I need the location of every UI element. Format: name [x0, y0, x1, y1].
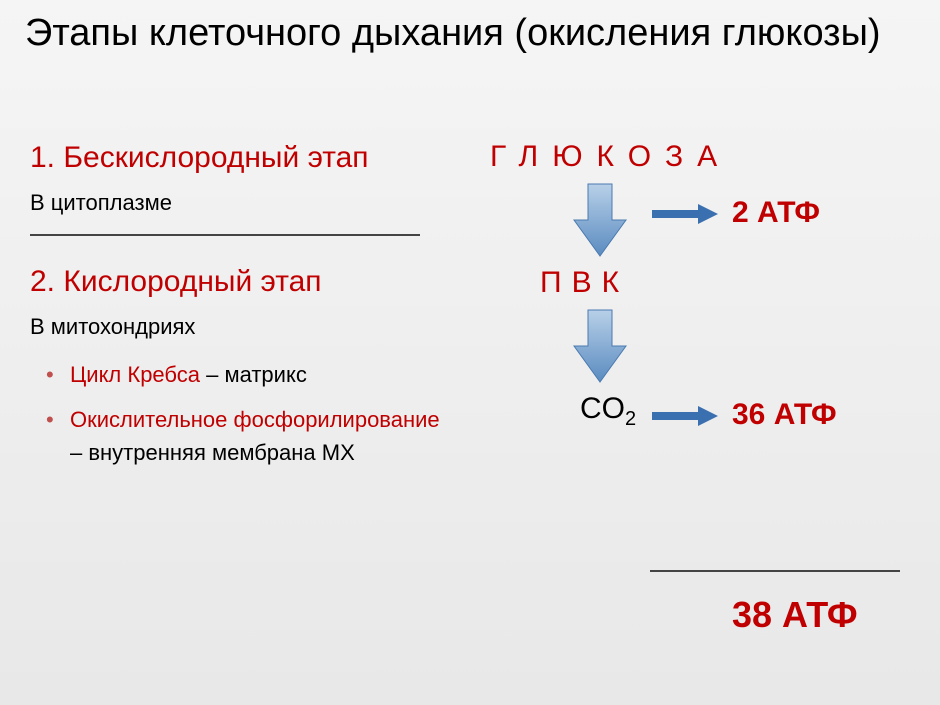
stage1-heading: 1. Бескислородный этап: [30, 140, 450, 176]
divider: [30, 234, 420, 236]
atp-2: 36 АТФ: [732, 398, 837, 432]
flow-glucose: ГЛЮКОЗА: [490, 140, 910, 174]
bullet-2-bold: Окислительное фосфорилирование: [70, 407, 440, 432]
bullet-1: Цикл Кребса – матрикс: [70, 358, 450, 391]
co2-text: CO: [580, 392, 625, 425]
stage1-sub: В цитоплазме: [30, 190, 450, 216]
bullet-2-rest: – внутренняя мембрана МХ: [70, 440, 355, 465]
right-column: ГЛЮКОЗА 2 АТФ ПВК: [480, 140, 910, 431]
bullet-1-bold: Цикл Кребса: [70, 362, 200, 387]
total: 38 АТФ: [732, 594, 858, 636]
stage2-heading: 2. Кислородный этап: [30, 264, 450, 300]
atp-1: 2 АТФ: [732, 196, 820, 230]
bullet-2: Окислительное фосфорилирование – внутрен…: [70, 403, 450, 469]
arrow-down-2: [570, 306, 630, 386]
left-column: 1. Бескислородный этап В цитоплазме 2. К…: [30, 140, 450, 481]
page-title: Этапы клеточного дыхания (окисления глюк…: [25, 10, 915, 58]
co2-sub: 2: [625, 408, 636, 430]
flow-pvk: ПВК: [540, 266, 910, 300]
arrow-right-2: [650, 404, 720, 428]
arrow-right-1: [650, 202, 720, 226]
stage2-sub: В митохондриях: [30, 314, 450, 340]
bullet-list: Цикл Кребса – матрикс Окислительное фосф…: [30, 358, 450, 469]
bullet-1-rest: – матрикс: [200, 362, 307, 387]
total-line: [650, 570, 900, 572]
arrow-down-1: [570, 180, 630, 260]
